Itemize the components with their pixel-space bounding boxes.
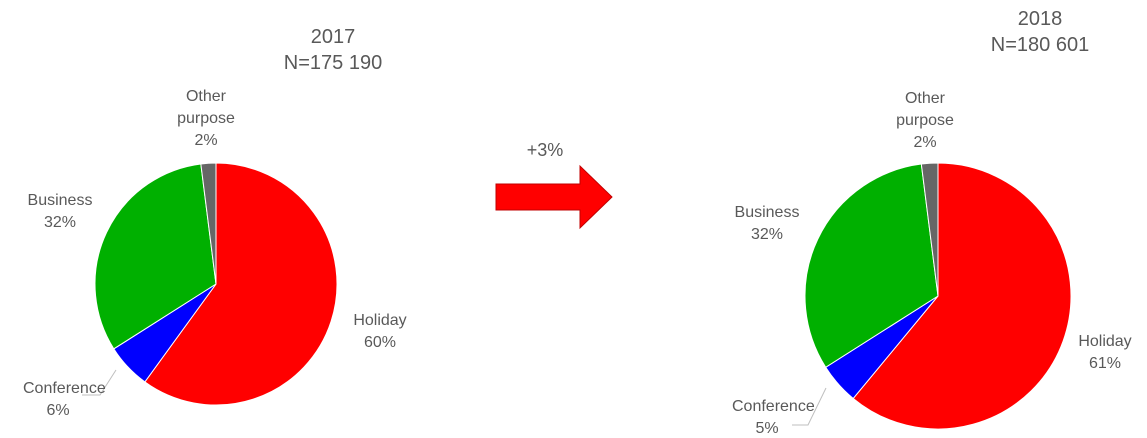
- category-label: Other purpose: [177, 88, 235, 127]
- value-label: 6%: [46, 402, 70, 419]
- slice-label: Conference 6%: [13, 378, 106, 422]
- slice-label: Business 32%: [722, 202, 812, 246]
- chart-title: 2018: [1017, 8, 1063, 30]
- category-label: Business: [734, 204, 800, 221]
- category-label: Business: [27, 192, 93, 209]
- chart-title: 2017: [310, 26, 356, 48]
- category-label: Other purpose: [896, 90, 954, 129]
- slice-label: Holiday 61%: [1060, 331, 1147, 375]
- value-label: 32%: [43, 214, 77, 231]
- category-label: Conference: [732, 398, 815, 415]
- pie-slice: [920, 162, 939, 297]
- chart-subtitle: N=180 601: [990, 34, 1090, 56]
- slice-label: Conference 5%: [722, 396, 815, 438]
- pie-slice: [144, 162, 338, 406]
- category-label: Holiday: [353, 312, 407, 329]
- chart-subtitle: N=175 190: [283, 52, 383, 74]
- annotation: +3%: [526, 140, 564, 160]
- value-label: 60%: [363, 334, 397, 351]
- arrow: [495, 164, 613, 230]
- value-label: 2%: [913, 134, 937, 151]
- category-label: Holiday: [1078, 333, 1132, 350]
- slice-label: Other purpose 2%: [880, 88, 970, 154]
- slice-label: Other purpose 2%: [161, 86, 251, 152]
- category-label: Conference: [23, 380, 106, 397]
- pie-slice: [94, 163, 217, 350]
- value-label: 32%: [750, 226, 784, 243]
- pie-slice: [852, 162, 1072, 430]
- pie-slice: [200, 162, 217, 285]
- slice-label: Business 32%: [15, 190, 105, 234]
- value-label: 61%: [1088, 355, 1122, 372]
- value-label: 2%: [194, 132, 218, 149]
- pie-slice: [804, 163, 939, 368]
- leader-line: [82, 369, 117, 396]
- slice-label: Holiday 60%: [335, 310, 425, 354]
- leader-line: [792, 387, 827, 426]
- value-label: 5%: [755, 420, 779, 437]
